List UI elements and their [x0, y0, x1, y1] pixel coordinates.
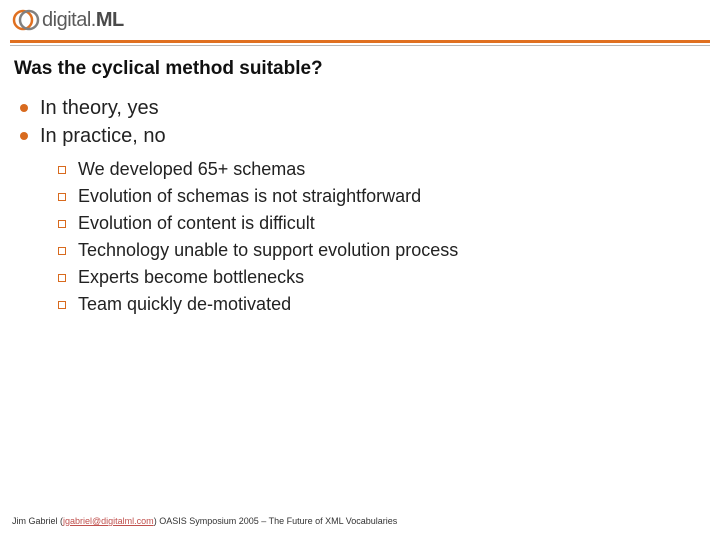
logo-suffix: ML: [96, 9, 124, 31]
footer-rest: OASIS Symposium 2005 – The Future of XML…: [157, 516, 398, 526]
list-item: Technology unable to support evolution p…: [54, 237, 706, 264]
content: In theory, yes In practice, no We develo…: [0, 88, 720, 318]
list-item: In practice, no We developed 65+ schemas…: [20, 122, 706, 318]
bullet-list-level2: We developed 65+ schemas Evolution of sc…: [54, 156, 706, 318]
footer-email-link[interactable]: jgabriel@digitalml.com: [63, 516, 154, 526]
bullet-text: Evolution of content is difficult: [78, 213, 315, 233]
slide-title: Was the cyclical method suitable?: [14, 58, 706, 80]
logo-prefix: digital.: [42, 9, 96, 31]
bullet-text: In practice, no: [40, 125, 166, 147]
list-item: We developed 65+ schemas: [54, 156, 706, 183]
divider-orange: [10, 40, 710, 43]
list-item: Evolution of schemas is not straightforw…: [54, 183, 706, 210]
logo-text: digital.ML: [42, 9, 124, 32]
header: digital.ML: [0, 0, 720, 38]
bullet-text: Team quickly de-motivated: [78, 294, 291, 314]
title-area: Was the cyclical method suitable?: [0, 46, 720, 88]
bullet-list-level1: In theory, yes In practice, no We develo…: [20, 94, 706, 318]
list-item: Team quickly de-motivated: [54, 291, 706, 318]
list-item: In theory, yes: [20, 94, 706, 122]
logo-rings-icon: [12, 8, 40, 32]
bullet-text: Technology unable to support evolution p…: [78, 240, 458, 260]
footer: Jim Gabriel (jgabriel@digitalml.com) OAS…: [12, 516, 397, 526]
bullet-text: Experts become bottlenecks: [78, 267, 304, 287]
bullet-text: We developed 65+ schemas: [78, 159, 305, 179]
footer-author: Jim Gabriel: [12, 516, 58, 526]
logo: digital.ML: [12, 8, 708, 32]
bullet-text: In theory, yes: [40, 97, 159, 119]
bullet-text: Evolution of schemas is not straightforw…: [78, 186, 421, 206]
list-item: Experts become bottlenecks: [54, 264, 706, 291]
list-item: Evolution of content is difficult: [54, 210, 706, 237]
